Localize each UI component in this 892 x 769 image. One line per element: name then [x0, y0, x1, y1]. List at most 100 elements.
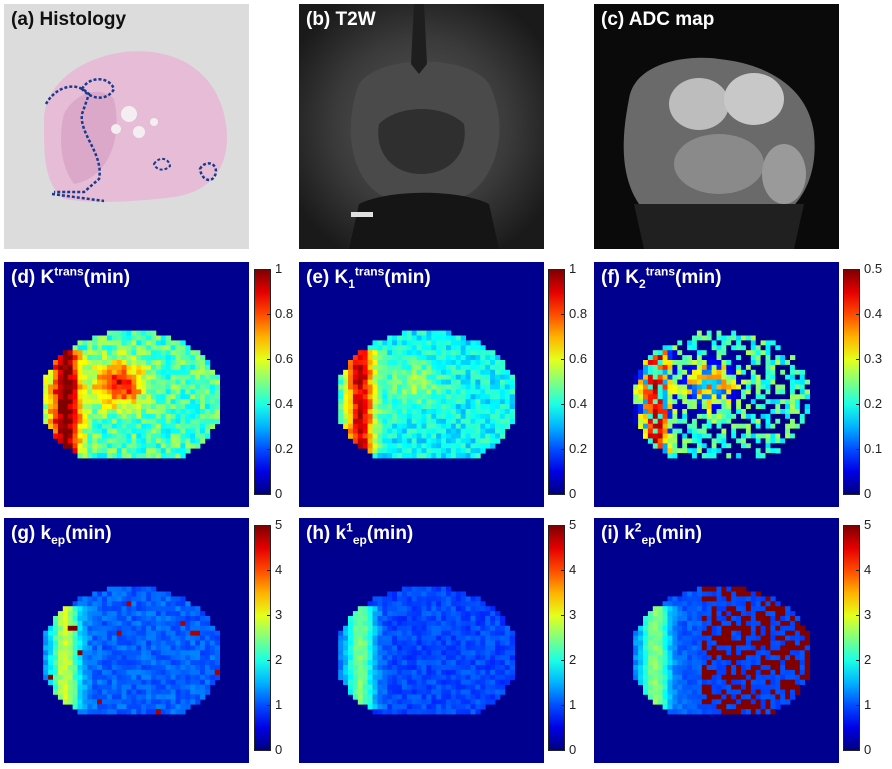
- t2w-image: [299, 4, 544, 249]
- colorbar-tick-label: 3: [864, 607, 872, 622]
- colorbar-tick-label: 0: [275, 486, 283, 501]
- colorbar-tick-mark: [267, 359, 271, 360]
- colorbar-tick-label: 0.8: [569, 306, 588, 321]
- colorbar-tick-label: 0.8: [275, 306, 294, 321]
- colorbar-tick-mark: [561, 359, 565, 360]
- colorbar-tick-mark: [267, 404, 271, 405]
- colorbar-tick-mark: [561, 404, 565, 405]
- colorbar-tick-label: 5: [569, 517, 577, 532]
- colorbar-gradient: [548, 269, 565, 495]
- histology-image: [4, 4, 249, 249]
- colorbar-tick-label: 2: [275, 652, 283, 667]
- colorbar-tick-mark: [561, 750, 565, 751]
- colorbar-tick-label: 4: [569, 562, 577, 577]
- colorbar-tick-mark: [856, 750, 860, 751]
- colorbar-tick-label: 1: [275, 697, 283, 712]
- colorbar-tick-mark: [856, 615, 860, 616]
- colorbar-tick-mark: [856, 359, 860, 360]
- colorbar-tick-mark: [561, 660, 565, 661]
- colorbar-tick-label: 3: [275, 607, 283, 622]
- colorbar-tick-mark: [267, 269, 271, 270]
- colorbar-tick-label: 3: [569, 607, 577, 622]
- k1ep-panel: (h) k1ep(min): [299, 518, 544, 763]
- t2w-panel: (b) T2W: [299, 4, 544, 249]
- panel-label-d: (d) Ktrans(min): [11, 264, 131, 288]
- colorbar-tick-label: 0.2: [569, 441, 588, 456]
- kep-map: [4, 518, 249, 763]
- k1ep-map: [299, 518, 544, 763]
- colorbar-tick-label: 5: [864, 517, 872, 532]
- colorbar-tick-mark: [561, 525, 565, 526]
- colorbar-tick-label: 0.3: [864, 351, 883, 366]
- colorbar-tick-mark: [267, 615, 271, 616]
- colorbar-tick-mark: [856, 705, 860, 706]
- k1trans-panel: (e) K1trans(min): [299, 262, 544, 507]
- kep-panel: (g) kep(min): [4, 518, 249, 763]
- colorbar-tick-label: 2: [569, 652, 577, 667]
- colorbar-tick-mark: [267, 570, 271, 571]
- colorbar-gradient: [843, 269, 860, 495]
- panel-label-a: (a) Histology: [11, 9, 127, 30]
- panel-label-i: (i) k2ep(min): [601, 520, 702, 547]
- colorbar-tick-mark: [267, 525, 271, 526]
- colorbar-tick-label: 0.2: [864, 396, 883, 411]
- colorbar-tick-label: 0.4: [275, 396, 294, 411]
- k2ep-map: [594, 518, 839, 763]
- colorbar-tick-mark: [561, 494, 565, 495]
- ktrans-panel: (d) Ktrans(min): [4, 262, 249, 507]
- colorbar-tick-mark: [856, 404, 860, 405]
- panel-label-f: (f) K2trans(min): [601, 264, 722, 291]
- colorbar-tick-label: 0.4: [569, 396, 588, 411]
- colorbar-tick-mark: [856, 449, 860, 450]
- colorbar-tick-mark: [856, 314, 860, 315]
- k1trans-map: [299, 262, 544, 507]
- colorbar-gradient: [843, 525, 860, 751]
- colorbar-gradient: [254, 269, 271, 495]
- colorbar-tick-mark: [267, 449, 271, 450]
- colorbar-tick-mark: [561, 705, 565, 706]
- colorbar-tick-mark: [856, 494, 860, 495]
- colorbar-tick-label: 0: [569, 742, 577, 757]
- colorbar-tick-mark: [267, 750, 271, 751]
- colorbar-tick-label: 0.4: [864, 306, 883, 321]
- colorbar-tick-mark: [561, 615, 565, 616]
- colorbar-tick-mark: [561, 449, 565, 450]
- panel-label-b: (b) T2W: [306, 9, 376, 30]
- k2trans-panel: (f) K2trans(min): [594, 262, 839, 507]
- colorbar-gradient: [548, 525, 565, 751]
- colorbar-tick-label: 4: [275, 562, 283, 577]
- colorbar-tick-label: 2: [864, 652, 872, 667]
- colorbar-tick-label: 0.6: [275, 351, 294, 366]
- colorbar-tick-label: 4: [864, 562, 872, 577]
- colorbar-tick-mark: [856, 570, 860, 571]
- k2trans-map: [594, 262, 839, 507]
- colorbar-tick-label: 0.6: [569, 351, 588, 366]
- colorbar-tick-label: 0.2: [275, 441, 294, 456]
- panel-label-e: (e) K1trans(min): [306, 264, 431, 291]
- colorbar-tick-label: 1: [864, 697, 872, 712]
- colorbar-tick-mark: [561, 269, 565, 270]
- colorbar-tick-mark: [856, 660, 860, 661]
- colorbar-tick-mark: [267, 314, 271, 315]
- panel-label-c: (c) ADC map: [601, 9, 715, 30]
- ktrans-map: [4, 262, 249, 507]
- colorbar-tick-label: 0: [569, 486, 577, 501]
- colorbar-tick-mark: [856, 269, 860, 270]
- colorbar-tick-label: 0: [275, 742, 283, 757]
- panel-label-h: (h) k1ep(min): [306, 520, 414, 547]
- colorbar-tick-mark: [561, 570, 565, 571]
- colorbar-tick-label: 0.5: [864, 261, 883, 276]
- panel-label-g: (g) kep(min): [11, 523, 112, 547]
- adc-image: [594, 4, 839, 249]
- histology-panel: (a) Histology: [4, 4, 249, 249]
- colorbar-tick-label: 1: [569, 261, 577, 276]
- adc-panel: (c) ADC map: [594, 4, 839, 249]
- colorbar-tick-label: 1: [569, 697, 577, 712]
- colorbar-gradient: [254, 525, 271, 751]
- colorbar-tick-label: 0: [864, 486, 872, 501]
- colorbar-tick-label: 0.1: [864, 441, 883, 456]
- colorbar-tick-mark: [267, 494, 271, 495]
- colorbar-tick-mark: [267, 705, 271, 706]
- colorbar-tick-mark: [561, 314, 565, 315]
